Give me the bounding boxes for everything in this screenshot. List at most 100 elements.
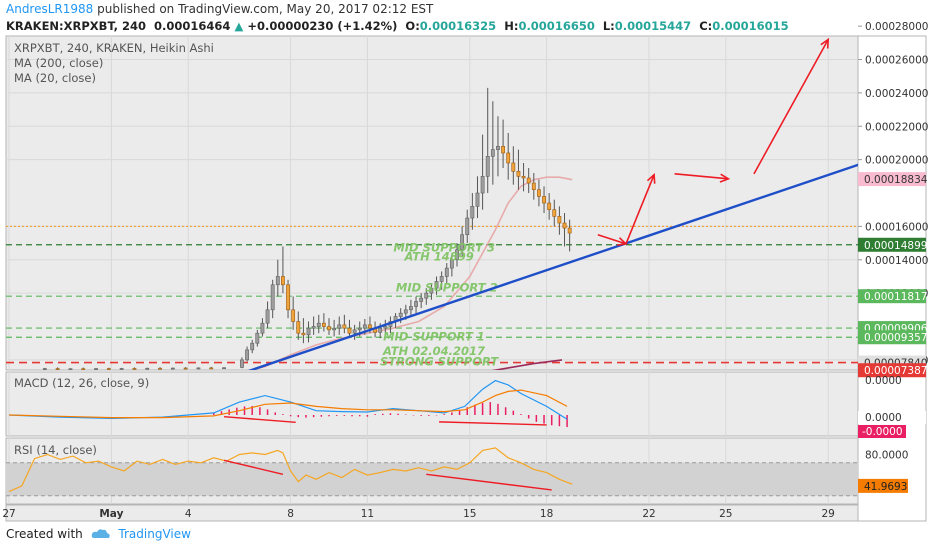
published-text: published on TradingView.com, May 20, 20… [97,2,434,16]
main-legend: XRPXBT, 240, KRAKEN, Heikin Ashi [14,41,214,55]
time-axis-tick-label: 15 [463,508,476,520]
price-axis-tick-label: 0.00014000 [865,255,928,267]
rsi-tag-label: 41.9693 [864,481,907,493]
candle-body [347,327,352,334]
candle-body [145,367,150,370]
high-label: H: [504,19,519,33]
ma20-legend: MA (20, close) [14,71,96,85]
candle-body [281,276,285,286]
candle-body [496,145,500,150]
time-axis-tick-label: 11 [361,508,374,520]
tradingview-cloud-icon [91,528,111,538]
candle-body [183,367,188,370]
support-annotation: ATH 14899 [403,250,473,264]
candle-body [547,202,552,211]
candle-body [419,297,424,302]
candles [42,87,572,370]
price-tag-box [858,330,926,345]
candle-body [567,227,572,234]
change-value: +0.00000230 (+1.42%) [247,19,398,33]
low-value: 0.00015447 [614,19,692,33]
open-value: 0.00016325 [419,19,497,33]
ma200-legend: MA (200, close) [14,56,103,70]
candle-body [501,145,505,154]
time-axis-tick-label: 25 [719,508,732,520]
author-link[interactable]: AndresLR1988 [6,2,94,16]
ma200-line [491,359,563,370]
trendline-group [247,163,858,370]
open-label: O: [405,19,420,33]
candle-body [352,329,357,334]
candle-body [286,284,290,311]
candle-body [68,368,73,370]
candle-body [316,322,321,327]
forecast-arrow-head [820,37,830,49]
forecast-arrow-shaft [753,39,829,175]
rsi-band [6,462,858,496]
macd-tag-box [858,411,926,424]
candle-body [475,192,480,207]
price-panel[interactable] [5,35,859,371]
macd-series-line [8,389,568,419]
support-annotation: MID SUPPORT 3 [393,240,495,254]
rsi-series-line [8,447,573,493]
candle-body [480,176,485,194]
candle-body [434,281,439,289]
macd-panel[interactable] [5,371,859,437]
rsi-legend: RSI (14, close) [14,443,97,457]
macd-tag-label: 0.0000 [865,412,902,424]
price-tag-label: 0.00014899 [864,240,927,252]
candle-body [526,177,531,184]
forecast-arrow-shaft [674,173,729,180]
support-annotation: MID SUPPORT 2 [396,280,498,294]
support-annotation: STRONG SUPPORT [380,355,499,369]
support-levels [6,225,858,364]
price-tag-box [858,237,926,252]
forecast-arrow-head [719,173,731,183]
candle-body [250,342,255,351]
candle-body [301,332,306,336]
price-tag-label: 0.00018834 [864,174,928,186]
macd-series-line [8,379,568,420]
candle-body [291,309,296,322]
candle-body [306,327,311,336]
candle-body [506,152,511,164]
candle-body [552,209,557,217]
candle-body [383,326,388,329]
candle-body [119,368,124,370]
candle-body [490,149,495,157]
close-label: C: [699,19,713,33]
forecast-arrows [597,37,830,246]
candle-body [255,332,260,344]
candle-body [81,368,86,370]
macd-legend: MACD (12, 26, close, 9) [14,376,149,390]
candle-body [444,267,449,277]
price-tag-box [858,363,926,378]
forecast-arrow-shaft [625,174,655,245]
price-tag-label: 0.00011817 [864,291,927,303]
macd-divergence-line [439,421,547,426]
candle-body [265,309,270,324]
macd-divergence-line [223,416,296,424]
price-axis-tick-label: 0.00020000 [865,155,928,167]
candle-body [357,327,362,331]
tradingview-brand[interactable]: TradingView [118,527,191,541]
high-value: 0.00016650 [518,19,595,33]
price-axis-tick-label: 0.00024000 [865,88,928,100]
time-axis-tick-label: 27 [2,508,15,520]
candle-body [245,349,249,361]
footer: Created with TradingView [6,527,191,541]
candle-body [429,287,434,294]
price-axis-tick-label: 0.00028000 [865,21,928,33]
candle-body [511,162,516,172]
candle-body [270,284,275,311]
price-axis-tick-label: 0.00016000 [865,221,928,233]
price-axis[interactable] [857,35,927,522]
candle-body [311,326,316,329]
candle-body [414,301,418,307]
symbol-label: KRAKEN:XRPXBT, 240 [6,19,147,33]
candle-body [275,276,280,286]
ohlc-line: KRAKEN:XRPXBT, 240 0.00016464 ▲ +0.00000… [6,19,789,33]
